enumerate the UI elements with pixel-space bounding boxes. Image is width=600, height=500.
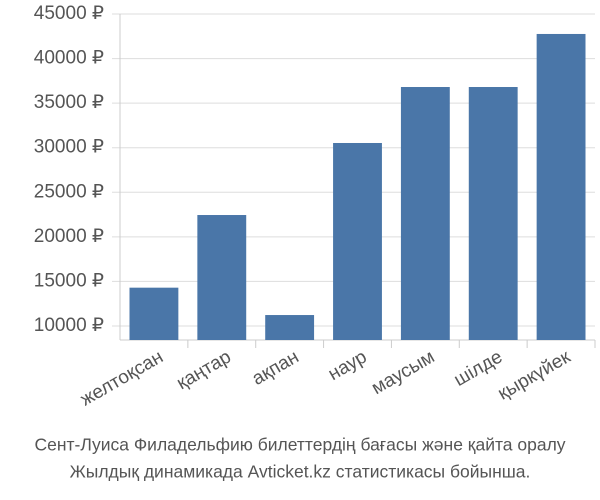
x-tick-label: ақпан xyxy=(249,346,303,389)
bar xyxy=(129,287,179,340)
chart-subtitle: Жылдық динамикада Avticket.kz статистика… xyxy=(70,462,531,482)
y-tick-label: 25000 ₽ xyxy=(34,181,104,202)
y-tick-label: 45000 ₽ xyxy=(34,3,104,24)
x-tick-label: қаңтар xyxy=(173,346,235,394)
bar xyxy=(468,87,518,340)
bar xyxy=(265,315,315,340)
bar xyxy=(197,215,247,340)
y-tick-label: 30000 ₽ xyxy=(34,137,104,158)
y-tick-label: 35000 ₽ xyxy=(34,92,104,113)
y-tick-label: 40000 ₽ xyxy=(34,48,104,69)
x-tick-label: желтоқсан xyxy=(77,346,167,410)
y-tick-label: 10000 ₽ xyxy=(34,315,104,336)
y-tick-label: 15000 ₽ xyxy=(34,270,104,291)
x-tick-label: маусым xyxy=(368,346,438,399)
y-tick-label: 20000 ₽ xyxy=(34,226,104,247)
x-tick-label: қыркүйек xyxy=(494,346,574,404)
bar xyxy=(333,142,382,340)
bar xyxy=(536,33,586,340)
bar xyxy=(400,87,450,340)
x-tick-label: наур xyxy=(325,346,371,385)
chart-title: Сент-Луиса Филадельфию билеттердің бағас… xyxy=(34,435,565,455)
